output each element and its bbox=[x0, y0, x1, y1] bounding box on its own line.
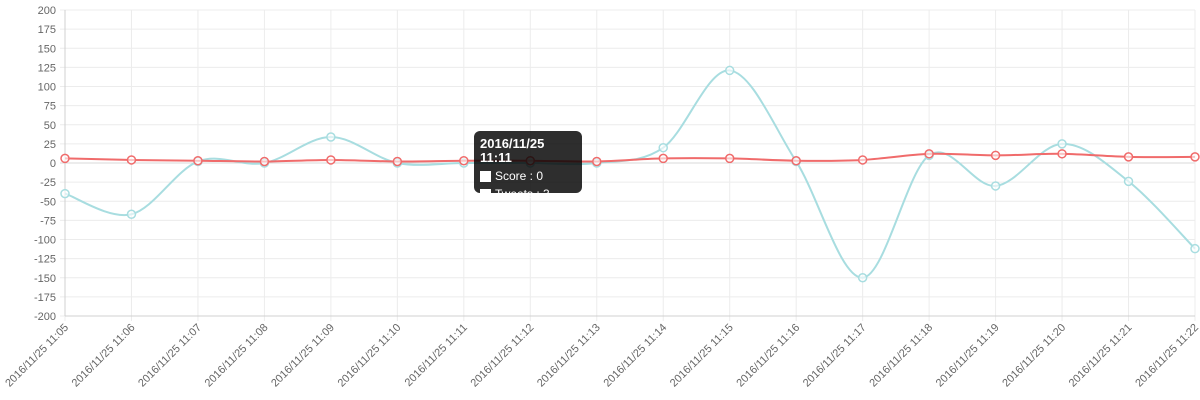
data-point-tweets bbox=[60, 153, 70, 164]
y-tick-label: 175 bbox=[38, 24, 56, 36]
data-point-tweets bbox=[392, 156, 403, 167]
y-tick-label: -50 bbox=[40, 196, 56, 208]
x-tick-label: 2016/11/25 11:08 bbox=[203, 322, 271, 390]
data-point-score bbox=[126, 209, 137, 220]
data-point-tweets bbox=[1190, 152, 1200, 162]
series-layer bbox=[60, 65, 1200, 283]
y-tick-label: 25 bbox=[44, 139, 56, 151]
y-tick-label: 150 bbox=[38, 43, 56, 55]
y-tick-label: -175 bbox=[34, 292, 56, 304]
y-tick-label: 125 bbox=[38, 62, 56, 74]
data-point-score bbox=[658, 142, 668, 153]
grid-lines bbox=[60, 9, 1196, 321]
data-point-score bbox=[326, 132, 336, 142]
tooltip-title: 2016/11/25 11:11 bbox=[480, 136, 545, 165]
y-tick-label: 75 bbox=[44, 101, 56, 113]
x-tick-label: 2016/11/25 11:21 bbox=[1067, 322, 1135, 390]
y-tick-label: 0 bbox=[50, 158, 56, 170]
y-tick-label: -125 bbox=[34, 254, 56, 266]
tooltip-score-label: Score : 0 bbox=[495, 169, 544, 183]
x-tick-label: 2016/11/25 11:22 bbox=[1133, 322, 1200, 390]
y-tick-label: -25 bbox=[40, 177, 56, 189]
tooltip-row-score: Score : 0 bbox=[480, 169, 576, 183]
data-point-tweets bbox=[857, 155, 868, 165]
x-tick-label: 2016/11/25 11:10 bbox=[336, 322, 404, 390]
data-point-score bbox=[1057, 139, 1067, 149]
series-line-tweets bbox=[64, 152, 1196, 163]
y-tick-label: -75 bbox=[40, 215, 56, 227]
x-tick-label: 2016/11/25 11:09 bbox=[269, 322, 337, 390]
y-tick-label: -100 bbox=[34, 235, 56, 247]
x-tick-label: 2016/11/25 11:15 bbox=[668, 322, 736, 390]
x-tick-label: 2016/11/25 11:19 bbox=[934, 322, 1002, 390]
data-point-tweets bbox=[990, 150, 1001, 161]
data-point-score bbox=[1190, 243, 1200, 254]
data-point-tweets bbox=[259, 156, 270, 167]
data-point-score bbox=[857, 273, 868, 283]
data-point-score bbox=[1123, 176, 1134, 187]
x-tick-label: 2016/11/25 11:05 bbox=[3, 322, 71, 390]
data-point-score bbox=[724, 65, 735, 76]
tooltip-swatch-tweets bbox=[480, 188, 491, 200]
x-tick-label: 2016/11/25 11:14 bbox=[601, 322, 669, 390]
data-point-tweets bbox=[126, 155, 137, 165]
y-axis: 200 175 150 125 100 75 50 25 0 -25 -50 -75 -100 -125 -… bbox=[34, 5, 66, 323]
tooltip-swatch-score bbox=[480, 170, 491, 182]
y-tick-label: 200 bbox=[38, 5, 56, 17]
x-tick-label: 2016/11/25 11:11 bbox=[403, 322, 470, 389]
y-tick-label: -200 bbox=[34, 311, 56, 323]
tooltip-row-tweets: Tweets : 3 bbox=[480, 187, 576, 201]
tooltip-tweets-label: Tweets : 3 bbox=[495, 187, 550, 201]
data-point-tweets bbox=[592, 156, 602, 167]
data-point-tweets bbox=[326, 155, 336, 165]
x-tick-label: 2016/11/25 11:17 bbox=[801, 322, 869, 390]
series-line-score bbox=[64, 69, 1196, 279]
data-point-tweets bbox=[1123, 152, 1134, 162]
data-point-tweets bbox=[459, 155, 469, 166]
data-point-tweets bbox=[724, 153, 735, 164]
y-tick-label: -150 bbox=[34, 273, 56, 285]
y-tick-label: 100 bbox=[38, 82, 56, 94]
data-point-score bbox=[60, 188, 70, 199]
x-tick-label: 2016/11/25 11:13 bbox=[535, 322, 603, 390]
data-point-score bbox=[990, 181, 1001, 191]
x-tick-label: 2016/11/25 11:07 bbox=[136, 322, 204, 390]
x-tick-label: 2016/11/25 11:12 bbox=[469, 322, 537, 390]
data-point-tweets bbox=[658, 153, 668, 164]
data-point-tweets bbox=[924, 149, 934, 159]
x-tick-label: 2016/11/25 11:16 bbox=[734, 322, 802, 390]
x-tick-label: 2016/11/25 11:18 bbox=[867, 322, 935, 390]
data-point-tweets bbox=[193, 155, 203, 166]
y-tick-label: 50 bbox=[44, 120, 56, 132]
data-point-tweets bbox=[1057, 149, 1067, 159]
x-tick-label: 2016/11/25 11:06 bbox=[70, 322, 138, 390]
x-tick-label: 2016/11/25 11:20 bbox=[1000, 322, 1068, 390]
chart-tooltip: 2016/11/25 11:11 Score : 0 Tweets : 3 bbox=[474, 131, 582, 201]
data-point-tweets bbox=[791, 155, 801, 166]
